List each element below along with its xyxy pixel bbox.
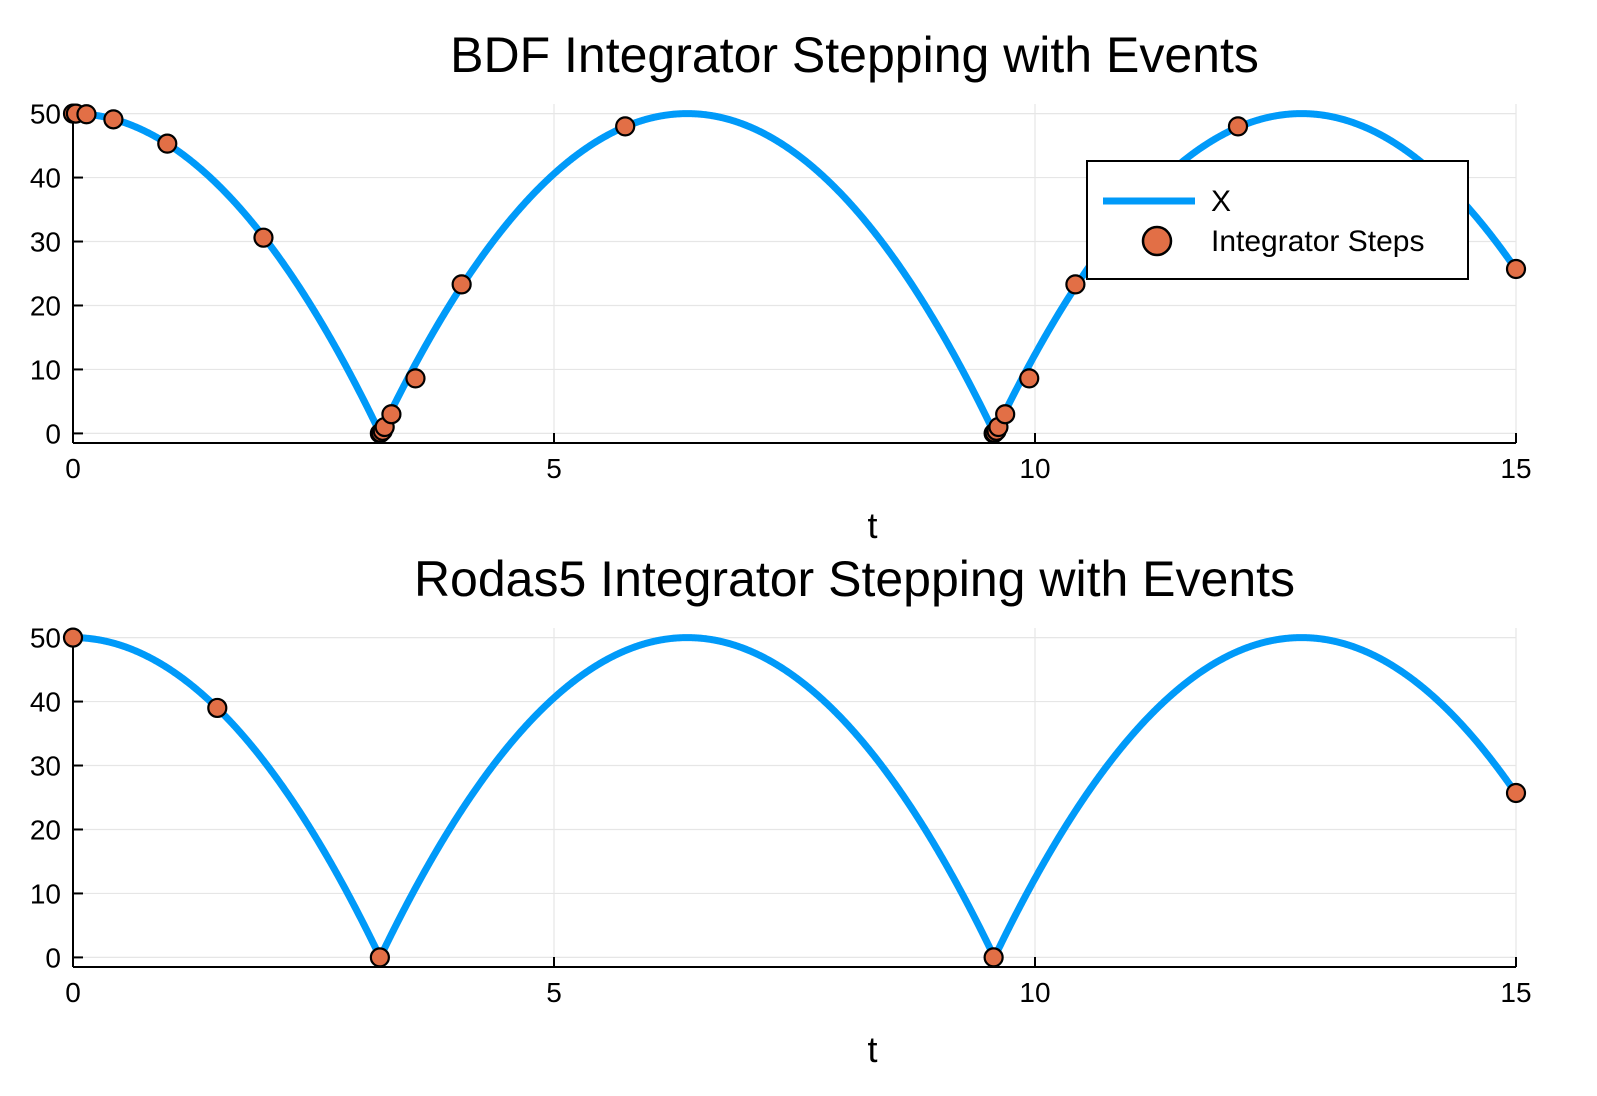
integrator-step-point — [62, 627, 84, 648]
legend-label-x: X — [1211, 185, 1231, 218]
bdf-plot-panel: 0 5 10 15 0 10 20 30 40 50 BDF Integrator Stepping… — [30, 27, 1532, 546]
chart-title: Rodas5 Integrator Stepping with Events — [414, 551, 1295, 607]
y-tick-label: 0 — [45, 418, 61, 449]
y-tick-label: 10 — [30, 878, 61, 909]
x-tick-label: 0 — [65, 977, 81, 1008]
integrator-step-point — [103, 109, 124, 130]
x-tick-label: 5 — [546, 453, 562, 484]
integrator-step-point — [76, 104, 97, 125]
integrator-step-point — [451, 274, 472, 295]
integrator-step-point — [369, 947, 390, 968]
series-line-x — [73, 110, 1516, 437]
integrator-step-point — [381, 404, 402, 425]
integrator-step-point — [1505, 258, 1527, 280]
x-tick-label: 15 — [1500, 453, 1531, 484]
chart-title: BDF Integrator Stepping with Events — [450, 27, 1259, 83]
legend-box — [1086, 160, 1469, 280]
legend-marker-swatch — [1141, 225, 1173, 257]
y-tick-label: 20 — [30, 290, 61, 321]
integrator-step-point — [1019, 368, 1040, 389]
integrator-step-point — [207, 697, 228, 719]
integrator-step-point — [983, 947, 1004, 968]
y-tick-label: 40 — [30, 163, 61, 194]
x-tick-label: 10 — [1019, 977, 1050, 1008]
x-axis-label: t — [867, 505, 877, 546]
y-tick-label: 0 — [45, 942, 61, 973]
y-tick-label: 20 — [30, 814, 61, 845]
integrator-step-point — [615, 116, 636, 137]
x-tick-label: 5 — [546, 977, 562, 1008]
integrator-step-point — [1505, 782, 1527, 804]
x-axis-label: t — [867, 1029, 877, 1070]
integrator-step-point — [1065, 274, 1086, 295]
integrator-step-point — [157, 133, 178, 154]
integrator-step-point — [253, 227, 274, 248]
rodas5-plot-panel: 0 5 10 15 0 10 20 30 40 50 Rodas5 Integrator Stepp… — [30, 551, 1532, 1070]
series-line-x — [73, 634, 1516, 961]
y-tick-label: 50 — [30, 623, 61, 654]
integrator-step-point — [995, 404, 1016, 425]
x-tick-label: 0 — [65, 453, 81, 484]
legend-label-integrator-steps: Integrator Steps — [1211, 225, 1424, 258]
integrator-step-point — [405, 368, 426, 389]
y-tick-label: 30 — [30, 751, 61, 782]
y-tick-label: 30 — [30, 227, 61, 258]
integrator-step-point — [1227, 116, 1249, 137]
y-tick-label: 50 — [30, 99, 61, 130]
y-tick-label: 40 — [30, 687, 61, 718]
y-tick-label: 10 — [30, 354, 61, 385]
x-tick-label: 10 — [1019, 453, 1050, 484]
x-tick-label: 15 — [1500, 977, 1531, 1008]
